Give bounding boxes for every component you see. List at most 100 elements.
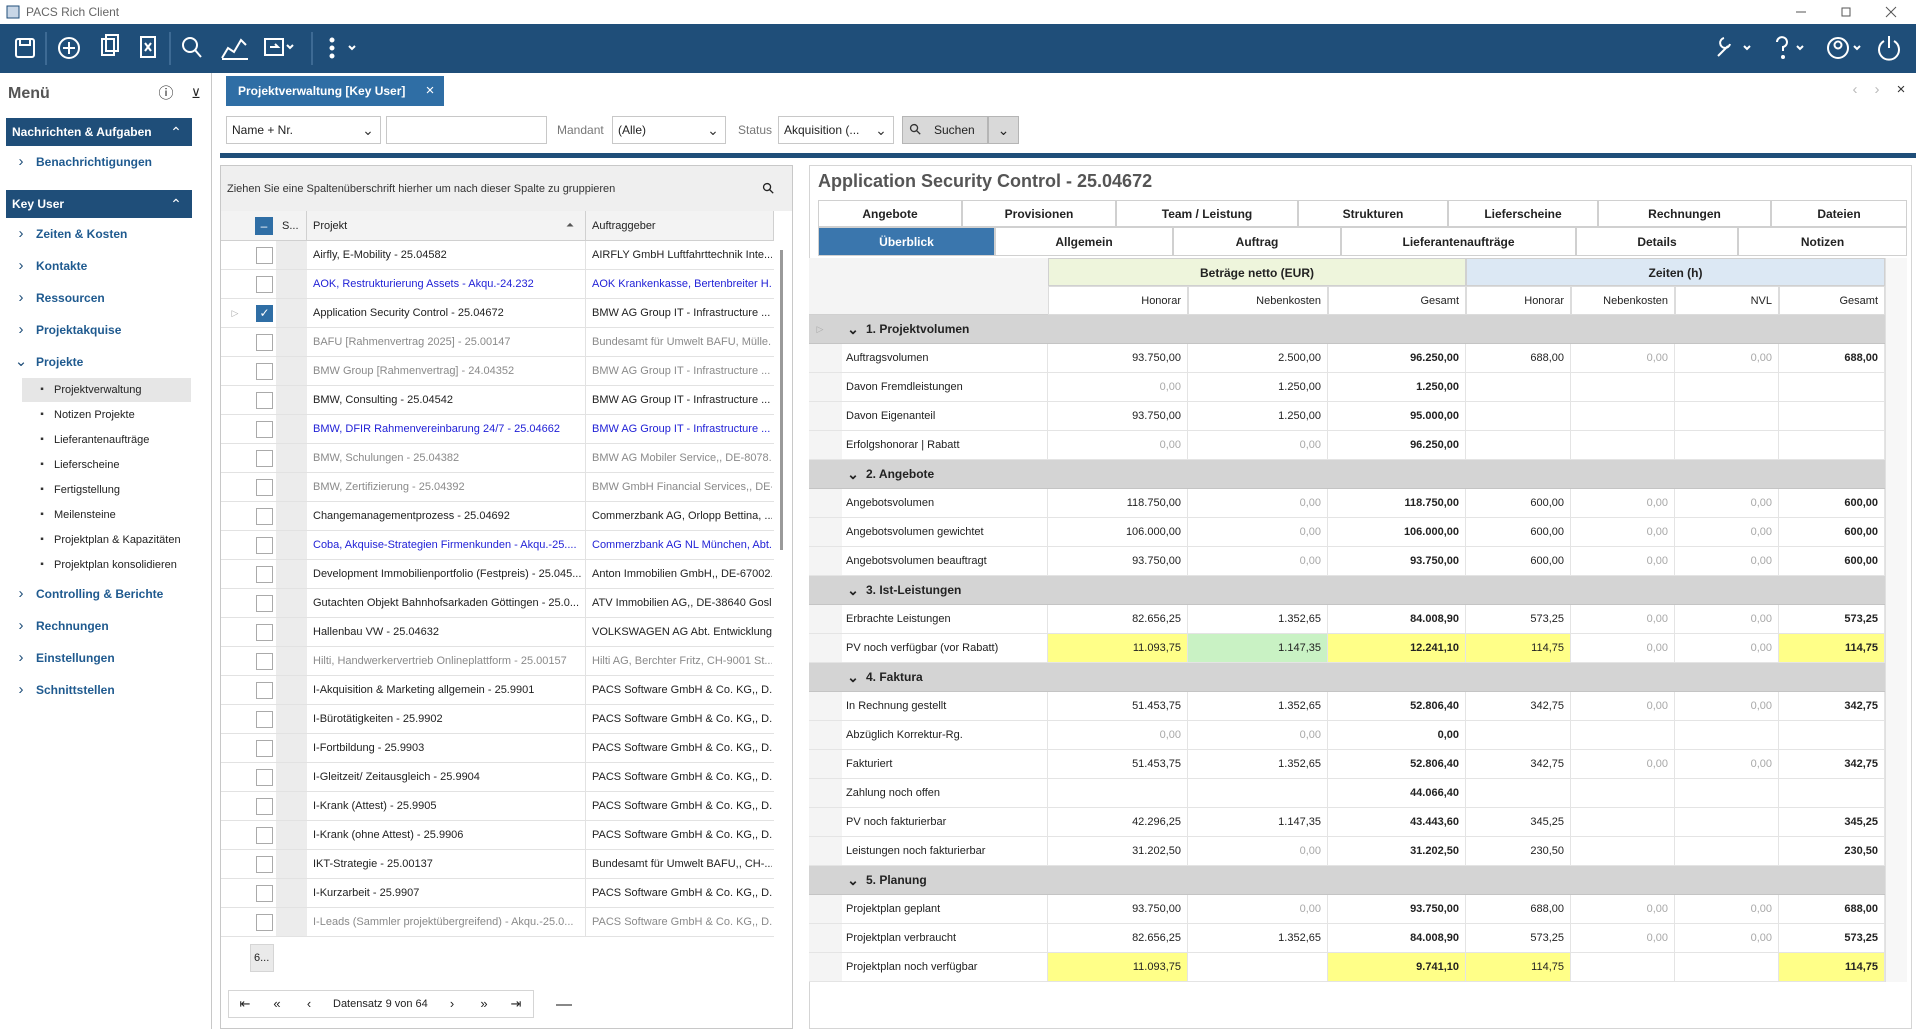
grid-row[interactable]: [221, 908, 774, 937]
section-title[interactable]: 3. Ist-Leistungen: [866, 583, 962, 597]
grid-row[interactable]: [221, 618, 774, 647]
tab-close-all[interactable]: ×: [1896, 81, 1906, 98]
detail-tab[interactable]: Lieferantenaufträge: [1341, 227, 1576, 256]
project-cell[interactable]: BMW Group [Rahmenvertrag] - 24.04352: [313, 365, 515, 377]
project-cell[interactable]: I-Fortbildung - 25.9903: [313, 742, 425, 754]
row-checkbox[interactable]: [256, 885, 273, 902]
grid-row[interactable]: [221, 560, 774, 589]
client-cell[interactable]: PACS Software GmbH & Co. KG,, D...: [592, 684, 772, 696]
detail-tab[interactable]: Provisionen: [962, 200, 1116, 227]
menu-child[interactable]: Projektplan konsolidieren: [54, 559, 177, 571]
section-header[interactable]: [809, 576, 1885, 605]
column-header[interactable]: Nebenkosten: [1571, 286, 1675, 315]
pager-button[interactable]: «: [273, 996, 281, 1011]
row-checkbox[interactable]: [256, 711, 273, 728]
column-header[interactable]: Gesamt: [1328, 286, 1466, 315]
menu-child[interactable]: Lieferantenaufträge: [54, 434, 150, 446]
checkbox-all[interactable]: [255, 217, 273, 235]
menu-item[interactable]: Zeiten & Kosten: [36, 227, 128, 241]
column-header[interactable]: Honorar: [1466, 286, 1571, 315]
combo-value[interactable]: (Alle): [618, 123, 647, 137]
grid-row[interactable]: [221, 357, 774, 386]
row-checkbox[interactable]: [256, 653, 273, 670]
grid-row[interactable]: [221, 676, 774, 705]
grid-row[interactable]: [221, 473, 774, 502]
detail-tab[interactable]: Details: [1576, 227, 1738, 256]
menu-item[interactable]: Controlling & Berichte: [36, 587, 164, 601]
column-header[interactable]: S...: [282, 220, 299, 232]
combo-box[interactable]: [778, 116, 894, 144]
client-cell[interactable]: Bundesamt für Umwelt BAFU,, CH-...: [592, 858, 772, 870]
client-cell[interactable]: Anton Immobilien GmbH,, DE-67002...: [592, 568, 772, 580]
project-cell[interactable]: I-Leads (Sammler projektübergreifend) - …: [313, 916, 574, 928]
column-header[interactable]: Auftraggeber: [592, 220, 656, 232]
client-cell[interactable]: PACS Software GmbH & Co. KG,, D...: [592, 829, 772, 841]
client-cell[interactable]: PACS Software GmbH & Co. KG,, D...: [592, 800, 772, 812]
client-cell[interactable]: AOK Krankenkasse, Bertenbreiter H...: [592, 278, 772, 290]
client-cell[interactable]: Hilti AG, Berchter Fritz, CH-9001 St...: [592, 655, 772, 667]
grid-row[interactable]: [221, 763, 774, 792]
section-title[interactable]: 2. Angebote: [866, 467, 935, 481]
search-button[interactable]: [902, 116, 988, 144]
client-cell[interactable]: BMW AG Group IT - Infrastructure ...: [592, 423, 771, 435]
client-cell[interactable]: PACS Software GmbH & Co. KG,, D...: [592, 771, 772, 783]
detail-tab[interactable]: Auftrag: [1173, 227, 1341, 256]
menu-child[interactable]: Fertigstellung: [54, 484, 121, 496]
project-cell[interactable]: Development Immobilienportfolio (Festpre…: [313, 568, 581, 580]
menu-section-header[interactable]: [6, 190, 192, 218]
search-dropdown[interactable]: [988, 116, 1019, 144]
document-tab-label[interactable]: Projektverwaltung [Key User]: [238, 84, 406, 98]
project-cell[interactable]: AOK, Restrukturierung Assets - Akqu.-24.…: [313, 278, 534, 290]
row-checkbox[interactable]: [256, 276, 273, 293]
client-cell[interactable]: Commerzbank AG, Orlopp Bettina, ...: [592, 510, 772, 522]
grid-row[interactable]: [221, 879, 774, 908]
grid-row[interactable]: [221, 792, 774, 821]
search-label[interactable]: Suchen: [934, 123, 975, 137]
grid-row[interactable]: [221, 502, 774, 531]
row-checkbox[interactable]: [256, 740, 273, 757]
project-cell[interactable]: BMW, Zertifizierung - 25.04392: [313, 481, 465, 493]
grid-row[interactable]: [221, 386, 774, 415]
menu-section-header[interactable]: [6, 118, 192, 146]
detail-tab[interactable]: Lieferscheine: [1448, 200, 1598, 227]
row-checkbox[interactable]: [256, 914, 273, 931]
pager-button[interactable]: ›: [449, 996, 455, 1011]
client-cell[interactable]: BMW AG Group IT - Infrastructure ...: [592, 394, 771, 406]
row-checkbox[interactable]: [256, 827, 273, 844]
menu-section-title[interactable]: Nachrichten & Aufgaben: [12, 125, 152, 139]
grid-row[interactable]: [221, 444, 774, 473]
section-title[interactable]: 4. Faktura: [866, 670, 923, 684]
project-cell[interactable]: Changemanagementprozess - 25.04692: [313, 510, 510, 522]
section-title[interactable]: 5. Planung: [866, 873, 927, 887]
client-cell[interactable]: BMW AG Group IT - Infrastructure ...: [592, 307, 771, 319]
client-cell[interactable]: BMW AG Mobiler Service,, DE-8078...: [592, 452, 772, 464]
pager-button[interactable]: ⇥: [510, 996, 522, 1011]
project-cell[interactable]: BMW, DFIR Rahmenvereinbarung 24/7 - 25.0…: [313, 423, 561, 435]
row-checkbox[interactable]: [256, 624, 273, 641]
menu-child[interactable]: Meilensteine: [54, 509, 116, 521]
project-cell[interactable]: I-Bürotätigkeiten - 25.9902: [313, 713, 443, 725]
section-header[interactable]: [809, 866, 1885, 895]
pager-button[interactable]: ‹: [306, 996, 312, 1011]
combo-box[interactable]: [226, 116, 381, 144]
grid-row[interactable]: [221, 415, 774, 444]
project-cell[interactable]: I-Kurzarbeit - 25.9907: [313, 887, 420, 899]
row-checkbox[interactable]: [256, 769, 273, 786]
project-cell[interactable]: Application Security Control - 25.04672: [313, 307, 504, 319]
search-input[interactable]: [386, 116, 547, 144]
project-cell[interactable]: I-Krank (ohne Attest) - 25.9906: [313, 829, 464, 841]
project-cell[interactable]: Airfly, E-Mobility - 25.04582: [313, 249, 447, 261]
row-checkbox[interactable]: [256, 334, 273, 351]
grid-row[interactable]: [221, 531, 774, 560]
detail-tab[interactable]: Angebote: [818, 200, 962, 227]
row-checkbox[interactable]: [256, 479, 273, 496]
detail-tab[interactable]: Strukturen: [1298, 200, 1448, 227]
project-cell[interactable]: BMW, Schulungen - 25.04382: [313, 452, 460, 464]
grid-row[interactable]: [221, 705, 774, 734]
pin-icon[interactable]: ⊻: [191, 86, 201, 101]
menu-item[interactable]: Projektakquise: [36, 323, 122, 337]
row-checkbox[interactable]: [256, 508, 273, 525]
project-cell[interactable]: Hilti, Handwerkervertrieb Onlineplattfor…: [313, 655, 567, 667]
grid-row[interactable]: [221, 328, 774, 357]
menu-item[interactable]: Rechnungen: [36, 619, 109, 633]
